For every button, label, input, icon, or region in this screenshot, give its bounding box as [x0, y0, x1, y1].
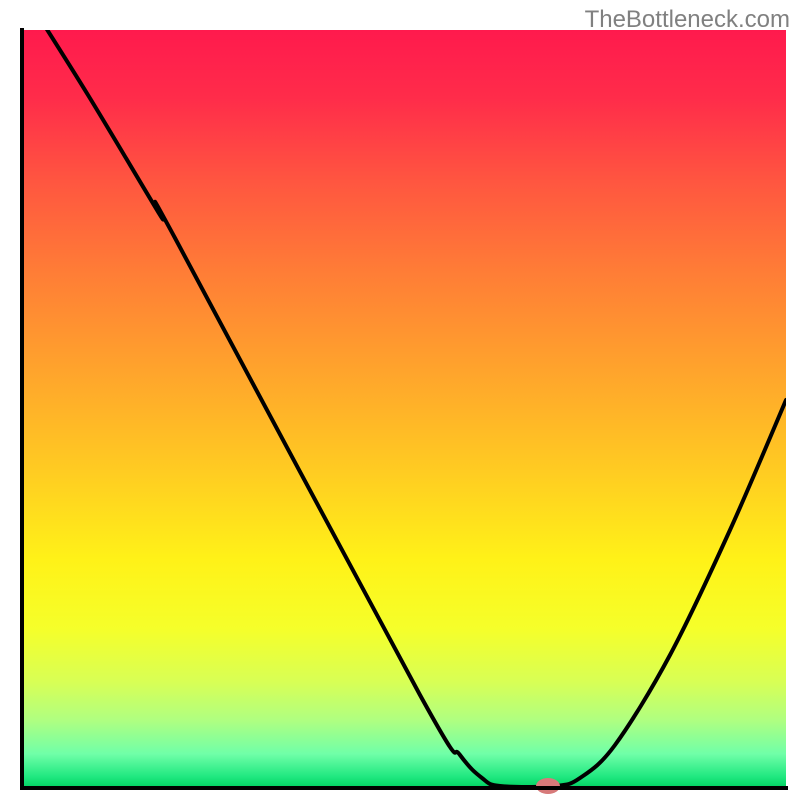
watermark-text: TheBottleneck.com	[585, 6, 790, 34]
bottleneck-chart	[0, 0, 800, 800]
gradient-background	[22, 30, 786, 788]
chart-container: TheBottleneck.com	[0, 0, 800, 800]
